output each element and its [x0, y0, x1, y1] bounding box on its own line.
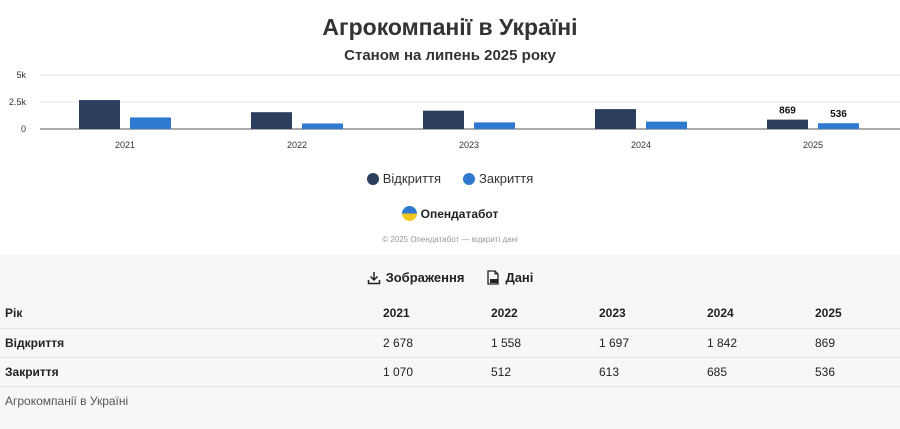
x-tick-label: 2025: [803, 140, 823, 150]
y-tick-label: 0: [21, 124, 26, 134]
legend-label-opened: Відкриття: [382, 171, 442, 186]
legend-item-closed[interactable]: Закриття: [463, 171, 533, 186]
table-header-cell: 2021: [378, 299, 486, 329]
download-data-button[interactable]: Дані: [486, 270, 533, 285]
table-header-cell: Рік: [0, 299, 378, 329]
table-cell: 1 070: [378, 357, 486, 387]
chart-area: Агрокомпанії в Україні Станом на липень …: [0, 14, 900, 244]
legend-label-closed: Закриття: [479, 171, 534, 186]
download-image-button[interactable]: Зображення: [367, 270, 465, 285]
table-header-row: Рік 2021 2022 2023 2024 2025: [0, 299, 900, 329]
bar-opened-2023: [423, 110, 464, 129]
bar-closed-2022: [302, 123, 343, 129]
table-row-label: Відкриття: [0, 328, 378, 358]
legend-dot-closed: [463, 172, 476, 185]
data-label: 869: [779, 106, 796, 117]
legend-dot-opened: [366, 172, 379, 185]
table-cell: 536: [810, 357, 900, 387]
brand-credit[interactable]: Опендатабот: [0, 206, 900, 221]
x-tick-label: 2022: [287, 140, 307, 150]
data-panel: Зображення Дані Рік 2021 2022 2023 2024 …: [0, 255, 900, 429]
table-row: Закриття 1 070 512 613 685 536: [0, 357, 900, 387]
table-cell: 512: [486, 357, 594, 387]
chart-subtitle: Станом на липень 2025 року: [344, 47, 556, 64]
bar-opened-2021: [79, 100, 120, 129]
download-image-label: Зображення: [385, 270, 465, 285]
bar-closed-2021: [130, 117, 171, 129]
data-label: 536: [830, 109, 847, 120]
bar-closed-2023: [474, 122, 515, 129]
x-tick-label: 2024: [631, 140, 651, 150]
table-header-cell: 2024: [702, 299, 810, 329]
chart-title: Агрокомпанії в Україні: [322, 14, 578, 40]
bar-closed-2024: [646, 121, 687, 129]
table-cell: 1 842: [702, 328, 810, 358]
download-data-label: Дані: [505, 270, 534, 285]
y-tick-label: 2.5k: [9, 97, 27, 107]
x-tick-label: 2023: [459, 140, 479, 150]
data-table: Рік 2021 2022 2023 2024 2025 Відкриття 2…: [0, 299, 900, 387]
copyright-text: © 2025 Опендатабот — відкриті дані: [382, 235, 518, 244]
download-icon: [367, 271, 380, 284]
download-options: Зображення Дані: [0, 270, 900, 285]
legend-item-opened[interactable]: Відкриття: [366, 171, 442, 186]
bar-closed-2025: [818, 123, 859, 129]
chart-legend: Відкриття Закриття: [0, 171, 900, 186]
bar-opened-2025: [767, 119, 808, 129]
x-tick-label: 2021: [115, 140, 135, 150]
y-tick-label: 5k: [16, 70, 26, 80]
table-cell: 613: [594, 357, 702, 387]
brand-name: Опендатабот: [420, 206, 499, 221]
table-header-cell: 2023: [594, 299, 702, 329]
bar-opened-2024: [595, 109, 636, 129]
csv-file-icon: [487, 270, 500, 285]
table-cell: 869: [810, 328, 900, 358]
table-header-cell: 2025: [810, 299, 900, 329]
table-cell: 2 678: [378, 328, 486, 358]
bar-opened-2022: [251, 112, 292, 129]
opendatabot-logo-icon: [401, 206, 417, 221]
bar-chart: 0 2.5k 5k 2021 2022 2023 2024 869 536 2025: [9, 70, 900, 150]
table-cell: 1 558: [486, 328, 594, 358]
table-header-cell: 2022: [486, 299, 594, 329]
table-cell: 1 697: [594, 328, 702, 358]
table-caption: Агрокомпанії в Україні: [5, 394, 129, 408]
table-row: Відкриття 2 678 1 558 1 697 1 842 869: [0, 328, 900, 358]
table-row-label: Закриття: [0, 357, 378, 387]
table-cell: 685: [702, 357, 810, 387]
